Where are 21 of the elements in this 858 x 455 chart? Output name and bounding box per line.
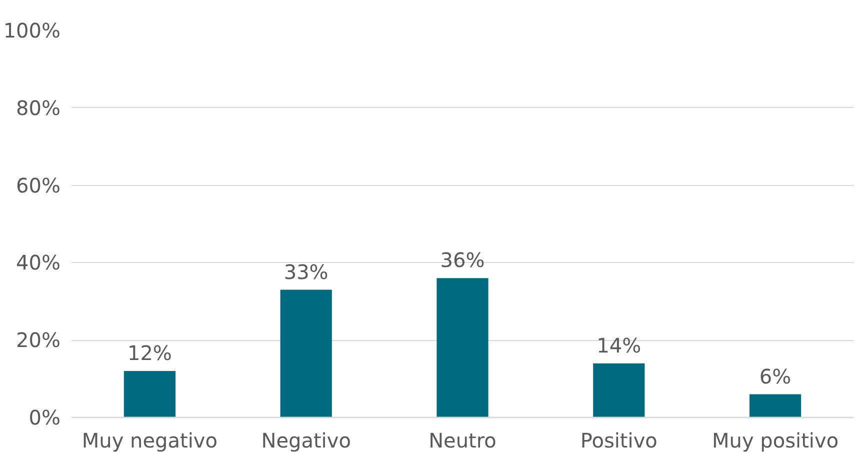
bar [749,394,802,418]
y-tick-label: 0% [28,406,61,430]
bar [436,278,488,418]
y-tick-label: 40% [16,250,60,275]
data-label: 6% [759,364,792,388]
bar [593,363,645,418]
y-tick-label: 100% [3,18,61,42]
x-tick-label: Positivo [580,428,658,452]
data-label: 36% [440,248,485,272]
bar [124,371,176,418]
x-tick-label: Negativo [261,428,351,452]
y-tick-label: 60% [16,173,60,198]
x-tick-label: Muy positivo [712,428,839,452]
x-tick-label: Muy negativo [82,428,218,452]
data-label: 33% [284,260,328,284]
y-tick-label: 20% [16,328,60,352]
data-label: 14% [596,333,642,358]
x-tick-label: Neutro [428,428,496,452]
bar [280,290,332,418]
data-label: 12% [127,341,172,366]
y-tick-label: 80% [16,96,60,120]
